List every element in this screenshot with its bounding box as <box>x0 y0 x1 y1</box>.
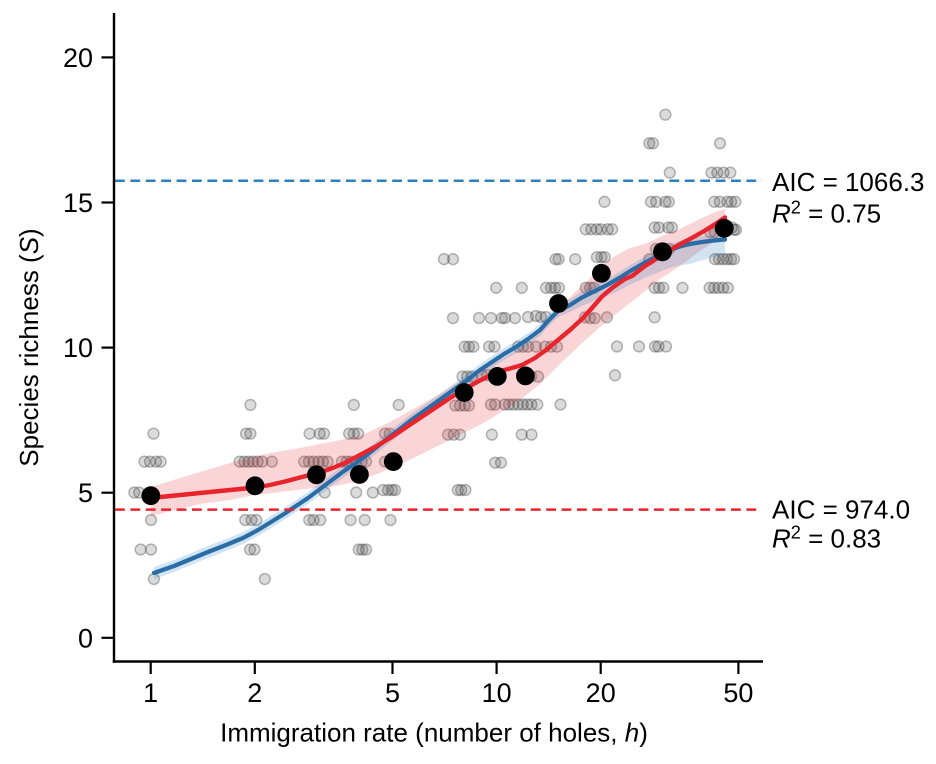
svg-text:R2 = 0.83: R2 = 0.83 <box>772 523 881 554</box>
svg-text:0: 0 <box>78 623 93 653</box>
svg-text:1: 1 <box>143 678 158 708</box>
svg-text:20: 20 <box>63 43 93 73</box>
svg-text:10: 10 <box>482 678 512 708</box>
svg-text:15: 15 <box>63 188 93 218</box>
svg-text:2: 2 <box>247 678 262 708</box>
svg-text:Species richness (S): Species richness (S) <box>14 228 44 466</box>
svg-text:Immigration rate (number of ho: Immigration rate (number of holes, h) <box>220 718 648 748</box>
svg-text:5: 5 <box>385 678 400 708</box>
svg-text:10: 10 <box>63 333 93 363</box>
svg-text:5: 5 <box>78 478 93 508</box>
svg-text:20: 20 <box>586 678 616 708</box>
svg-text:AIC = 974.0: AIC = 974.0 <box>772 495 910 525</box>
svg-text:AIC = 1066.3: AIC = 1066.3 <box>772 167 925 197</box>
svg-text:50: 50 <box>723 678 753 708</box>
svg-text:R2 = 0.75: R2 = 0.75 <box>772 197 881 228</box>
